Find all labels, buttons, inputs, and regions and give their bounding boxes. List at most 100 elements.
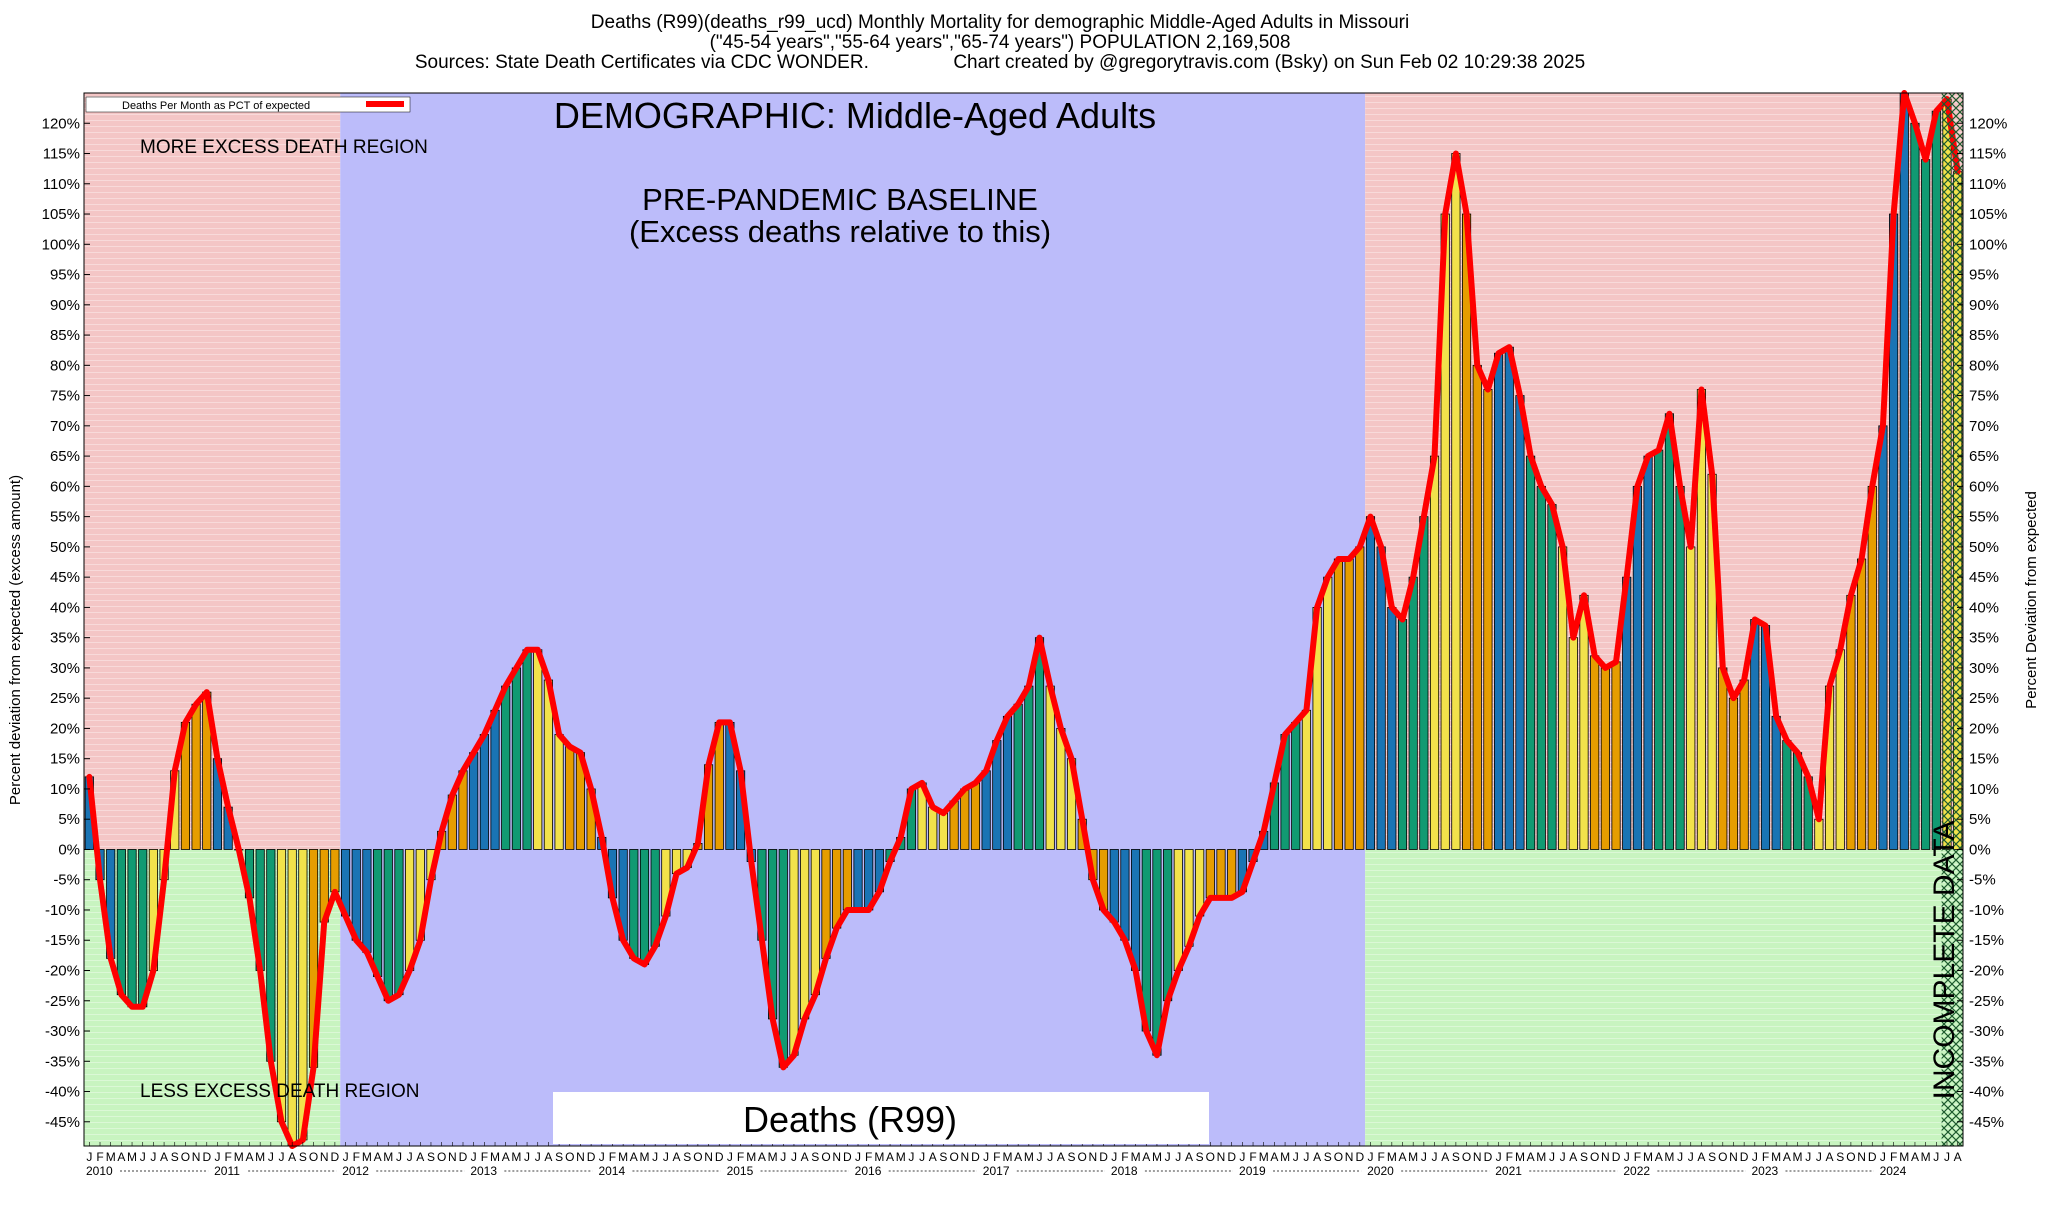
y-tick-label-right: 85%	[1969, 327, 1999, 344]
y-tick-label-left: 100%	[42, 236, 80, 253]
x-month-label: M	[1387, 1150, 1397, 1164]
bar	[1750, 619, 1760, 850]
y-tick-label-left: 25%	[50, 690, 80, 707]
y-tick-label-left: 10%	[50, 781, 80, 798]
x-month-label: A	[1398, 1150, 1406, 1164]
x-month-label: M	[1793, 1150, 1803, 1164]
region-pre-pandemic-baseline	[340, 93, 1366, 1146]
x-month-label: N	[1601, 1150, 1610, 1164]
bar	[1120, 849, 1130, 941]
bar	[1504, 346, 1514, 850]
x-month-label: S	[1836, 1150, 1844, 1164]
x-month-label: M	[768, 1150, 778, 1164]
bar	[1590, 655, 1600, 850]
x-year-label: 2022	[1623, 1164, 1650, 1178]
x-month-label: J	[791, 1150, 797, 1164]
bar	[405, 849, 415, 971]
bar	[1654, 449, 1664, 850]
x-month-label: J	[1165, 1150, 1171, 1164]
x-month-label: D	[459, 1150, 468, 1164]
bar	[1397, 619, 1408, 850]
y-tick-label-left: 80%	[50, 357, 80, 374]
y-tick-label-right: -15%	[1969, 932, 2004, 949]
bar	[511, 667, 521, 850]
x-month-label: A	[502, 1150, 510, 1164]
x-month-label: N	[704, 1150, 713, 1164]
bar	[1600, 667, 1610, 850]
bar	[1611, 661, 1621, 850]
x-month-label: J	[524, 1150, 530, 1164]
y-tick-label-left: 105%	[42, 206, 80, 223]
x-month-label: A	[374, 1150, 382, 1164]
bar	[1792, 752, 1803, 850]
x-month-label: M	[1643, 1150, 1653, 1164]
x-month-label: N	[1857, 1150, 1866, 1164]
x-month-label: J	[780, 1150, 786, 1164]
bar	[1323, 576, 1333, 850]
bar	[1045, 685, 1055, 850]
x-month-label: O	[693, 1150, 702, 1164]
x-month-label: N	[832, 1150, 841, 1164]
x-month-label: M	[255, 1150, 265, 1164]
x-month-label: J	[919, 1150, 925, 1164]
y-tick-label-left: 55%	[50, 509, 80, 526]
bar	[373, 849, 383, 977]
x-month-label: F	[1890, 1150, 1897, 1164]
x-month-label: J	[86, 1150, 92, 1164]
bar	[1857, 558, 1867, 850]
bar	[383, 849, 393, 1002]
x-month-label: J	[1175, 1150, 1181, 1164]
x-month-label: M	[1259, 1150, 1269, 1164]
x-month-label: A	[1527, 1150, 1535, 1164]
x-month-label: N	[192, 1150, 201, 1164]
x-month-label: J	[140, 1150, 146, 1164]
x-month-label: M	[1408, 1150, 1418, 1164]
x-year-label: 2015	[727, 1164, 754, 1178]
x-year-label: 2011	[214, 1164, 240, 1178]
x-month-label: O	[1718, 1150, 1727, 1164]
y-tick-label-left: 115%	[43, 146, 80, 163]
bar	[1408, 576, 1418, 850]
x-month-label: M	[1002, 1150, 1012, 1164]
x-month-label: J	[1944, 1150, 1950, 1164]
x-month-label: J	[663, 1150, 669, 1164]
bar	[1344, 558, 1354, 850]
x-month-label: M	[640, 1150, 650, 1164]
x-month-label: O	[1078, 1150, 1087, 1164]
y-tick-label-right: 15%	[1969, 751, 1999, 768]
x-year-label: 2024	[1880, 1164, 1907, 1178]
x-month-label: S	[171, 1150, 179, 1164]
y-tick-label-right: 95%	[1969, 267, 1999, 284]
baseline-label-2: (Excess deaths relative to this)	[629, 214, 1051, 249]
y-tick-label-left: 60%	[50, 478, 80, 495]
demographic-label: DEMOGRAPHIC: Middle-Aged Adults	[554, 95, 1156, 136]
x-month-label: J	[1367, 1150, 1373, 1164]
y-tick-label-right: 5%	[1969, 811, 1991, 828]
bar	[853, 849, 863, 911]
bar	[800, 849, 810, 1020]
x-month-label: M	[511, 1150, 521, 1164]
bar	[1921, 159, 1931, 850]
x-month-label: S	[683, 1150, 691, 1164]
y-tick-label-right: 55%	[1969, 509, 1999, 526]
bar	[1419, 516, 1429, 850]
bar	[1878, 425, 1888, 850]
x-month-label: J	[1549, 1150, 1555, 1164]
bar	[1227, 849, 1237, 899]
y-tick-label-right: -10%	[1969, 902, 2004, 919]
x-month-label: N	[448, 1150, 457, 1164]
x-month-label: M	[490, 1150, 500, 1164]
y-tick-label-left: -30%	[45, 1023, 80, 1040]
bar	[1216, 849, 1226, 899]
x-month-label: A	[1911, 1150, 1919, 1164]
bar	[832, 849, 842, 929]
bar	[191, 703, 201, 850]
bar	[1013, 703, 1023, 850]
bar	[778, 849, 788, 1068]
x-month-label: J	[1496, 1150, 1502, 1164]
bar	[501, 685, 511, 850]
x-month-label: S	[1580, 1150, 1588, 1164]
y-tick-label-right: -20%	[1969, 963, 2004, 980]
x-year-label: 2021	[1495, 1164, 1522, 1178]
x-month-label: J	[983, 1150, 989, 1164]
